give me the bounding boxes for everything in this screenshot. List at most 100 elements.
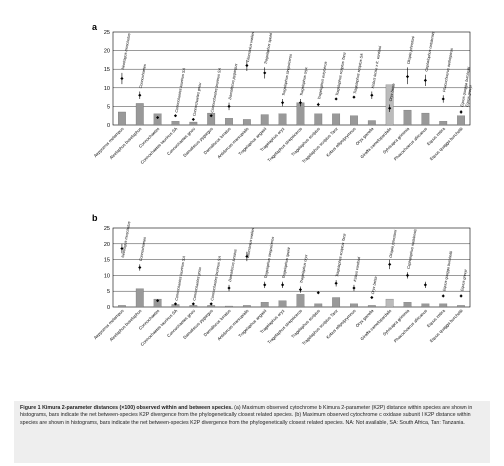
- bar: [457, 305, 465, 308]
- point: [156, 299, 160, 303]
- point: [316, 291, 320, 295]
- bar: [260, 114, 269, 126]
- bar: [439, 303, 448, 308]
- annotation-label: Litocranius walleri: [246, 32, 255, 63]
- bar: [457, 115, 465, 126]
- bar: [278, 300, 287, 308]
- annotation-label: Equus quagga burchellii: [442, 251, 453, 292]
- point: [245, 63, 249, 68]
- annotation-label: Neotragus moschatus: [121, 33, 131, 70]
- bar: [207, 305, 216, 308]
- point: [120, 76, 124, 81]
- bar: [153, 113, 162, 126]
- point: [191, 117, 195, 122]
- annotation-label: Oryx beisa: [371, 276, 378, 295]
- annotation-label: Connochaetes taurinus SA: [210, 255, 222, 301]
- annotation-label: Tragelaphus eurycerus: [317, 61, 328, 100]
- point: [298, 101, 303, 105]
- y-tick-label: 10: [104, 273, 110, 279]
- bar: [225, 118, 233, 126]
- bar: [367, 120, 376, 126]
- point: [441, 97, 445, 101]
- bar: [118, 305, 126, 308]
- annotation-label: Connochaetes taurinus SA: [175, 255, 187, 301]
- x-tick-label: Giraffa camelopardalis: [359, 126, 392, 159]
- point: [388, 106, 392, 110]
- y-tick-label: 0: [107, 123, 110, 129]
- annotation-label: Tragelaphus scriptus Tanz: [335, 233, 347, 277]
- y-tick-label: 15: [104, 67, 110, 73]
- bar: [439, 121, 448, 126]
- point: [263, 283, 267, 287]
- annotation-label: Tragelaphus spekii: [264, 33, 273, 65]
- bar: [189, 305, 198, 308]
- bar: [296, 294, 305, 308]
- x-tick-label: Alcelaphus buselaphus: [108, 308, 142, 342]
- x-tick-label: Aepyceros melampus: [93, 126, 125, 158]
- annotation-label: Okapia johnstoni: [407, 36, 416, 65]
- point: [316, 102, 320, 107]
- x-tick-label: Alcelaphus buselaphus: [108, 126, 142, 160]
- annotation-label: Tragelaphus oryx: [299, 253, 308, 283]
- bar: [403, 109, 412, 126]
- plot-frame: [112, 227, 471, 308]
- bar: [421, 112, 430, 126]
- x-tick-label: Equus quagga burchellii: [429, 126, 464, 161]
- point: [209, 302, 213, 306]
- point: [405, 273, 410, 277]
- bar: [332, 113, 341, 126]
- bar: [314, 113, 323, 126]
- annotation-label: Connochaetes gnou: [192, 266, 202, 301]
- point: [352, 286, 356, 290]
- annotation-label: Connochaetes: [139, 237, 147, 262]
- x-tick-label: Tragelaphus strepsiceros: [266, 308, 303, 345]
- bar: [207, 112, 216, 126]
- annotation-label: Oryx beisa: [389, 83, 396, 102]
- bar: [385, 298, 394, 308]
- y-tick-label: 20: [104, 242, 110, 248]
- annotation-label: Damaliscus lunatus: [228, 249, 238, 282]
- bar: [350, 115, 358, 126]
- x-tick-label: Antidorcas marsupialis: [216, 308, 249, 341]
- x-tick-label: Phacochoerus africanus: [393, 308, 428, 343]
- annotation-label: Tragelaphus spekii: [282, 247, 291, 279]
- y-tick-label: 0: [107, 305, 110, 311]
- bar: [278, 113, 287, 126]
- y-tick-label: 25: [104, 30, 110, 36]
- y-tick-label: 20: [104, 49, 110, 55]
- point: [459, 294, 463, 298]
- caption-lead: Figure 1 Kimura 2-parameter distances (×…: [20, 405, 233, 411]
- bar: [260, 302, 269, 308]
- point: [280, 283, 285, 287]
- caption-body: (a) Maximum observed cytochrome b Kimura…: [20, 405, 473, 426]
- annotation-label: Damaliscus pygargus: [228, 63, 238, 100]
- annotation-label: Tragelaphus oryx: [299, 66, 308, 96]
- annotation-label: Tragelaphus scriptus Tanz: [335, 52, 347, 96]
- point: [263, 71, 267, 75]
- point: [227, 104, 231, 108]
- annotation-label: Tragelaphus scriptus SA: [353, 53, 364, 95]
- point: [173, 114, 178, 118]
- point: [405, 75, 410, 79]
- y-tick-label: 15: [104, 258, 110, 264]
- point: [334, 281, 338, 285]
- y-tick-label: 5: [107, 104, 110, 110]
- bar: [350, 303, 358, 308]
- panel-letter-b: b: [92, 213, 98, 223]
- annotation-label: Equus grevyi: [460, 269, 468, 292]
- point: [191, 302, 195, 306]
- point: [120, 246, 124, 251]
- bar: [171, 121, 180, 126]
- x-tick-label: Aepyceros melampus: [93, 308, 125, 340]
- bar: [314, 303, 323, 308]
- point: [209, 114, 213, 118]
- point: [156, 115, 160, 120]
- figure-caption: Figure 1 Kimura 2-parameter distances (×…: [14, 401, 490, 463]
- bar: [225, 305, 233, 308]
- point: [138, 265, 142, 270]
- bar: [242, 305, 251, 308]
- bar: [135, 103, 144, 126]
- annotation-label: Equus quagga burchellii: [460, 67, 471, 108]
- chart-panel-b: b 0 5 10 15 20 25 Aepyceros melampusAlcelaphus …: [92, 213, 471, 347]
